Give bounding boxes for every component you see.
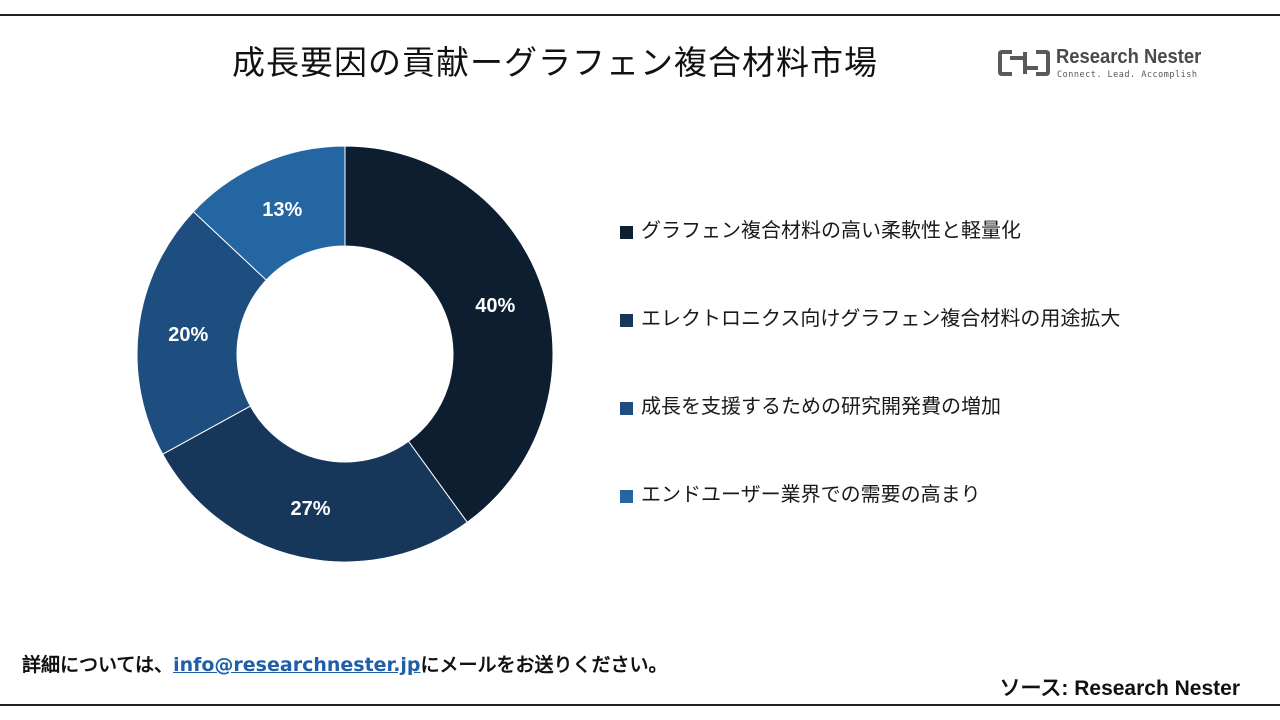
slice-value-label: 27%	[291, 498, 331, 520]
legend-swatch	[620, 226, 633, 239]
legend-label: エレクトロニクス向けグラフェン複合材料の用途拡大	[641, 306, 1121, 330]
slice-value-label: 20%	[168, 324, 208, 346]
legend-item: 成長を支援するための研究開発費の増加	[620, 394, 1140, 422]
slice-value-label: 13%	[262, 199, 302, 221]
logo-tagline: Connect. Lead. Accomplish	[1057, 70, 1198, 80]
bottom-rule	[0, 704, 1280, 706]
top-rule	[0, 14, 1280, 16]
legend-swatch	[620, 402, 633, 415]
chart-title: 成長要因の貢献ーグラフェン複合材料市場	[232, 43, 878, 82]
legend-item: エレクトロニクス向けグラフェン複合材料の用途拡大	[620, 306, 1140, 334]
legend-item: グラフェン複合材料の高い柔軟性と軽量化	[620, 218, 1140, 246]
logo-name: Research Nester	[1056, 46, 1202, 68]
research-nester-logo-icon	[998, 50, 1050, 76]
brand-logo: Research Nester Connect. Lead. Accomplis…	[998, 46, 1228, 86]
legend-label: 成長を支援するための研究開発費の増加	[641, 394, 1001, 418]
donut-slice	[136, 210, 267, 455]
contact-prefix: 詳細については、	[22, 654, 174, 676]
legend-item: エンドユーザー業界での需要の高まり	[620, 482, 1140, 510]
donut-slice	[344, 145, 554, 523]
legend-swatch	[620, 314, 633, 327]
donut-slice	[162, 405, 468, 563]
legend-label: グラフェン複合材料の高い柔軟性と軽量化	[641, 218, 1021, 242]
contact-email-link[interactable]: info@researchnester.jp	[173, 654, 421, 676]
legend-label: エンドユーザー業界での需要の高まり	[641, 482, 981, 506]
legend-swatch	[620, 490, 633, 503]
donut-slice	[192, 145, 346, 281]
contact-suffix: にメールをお送りください。	[420, 654, 668, 676]
slice-value-label: 40%	[475, 295, 515, 317]
contact-note: 詳細については、info@researchnester.jpにメールをお送りくだ…	[22, 650, 668, 677]
source-note: ソース: Research Nester	[999, 677, 1240, 700]
